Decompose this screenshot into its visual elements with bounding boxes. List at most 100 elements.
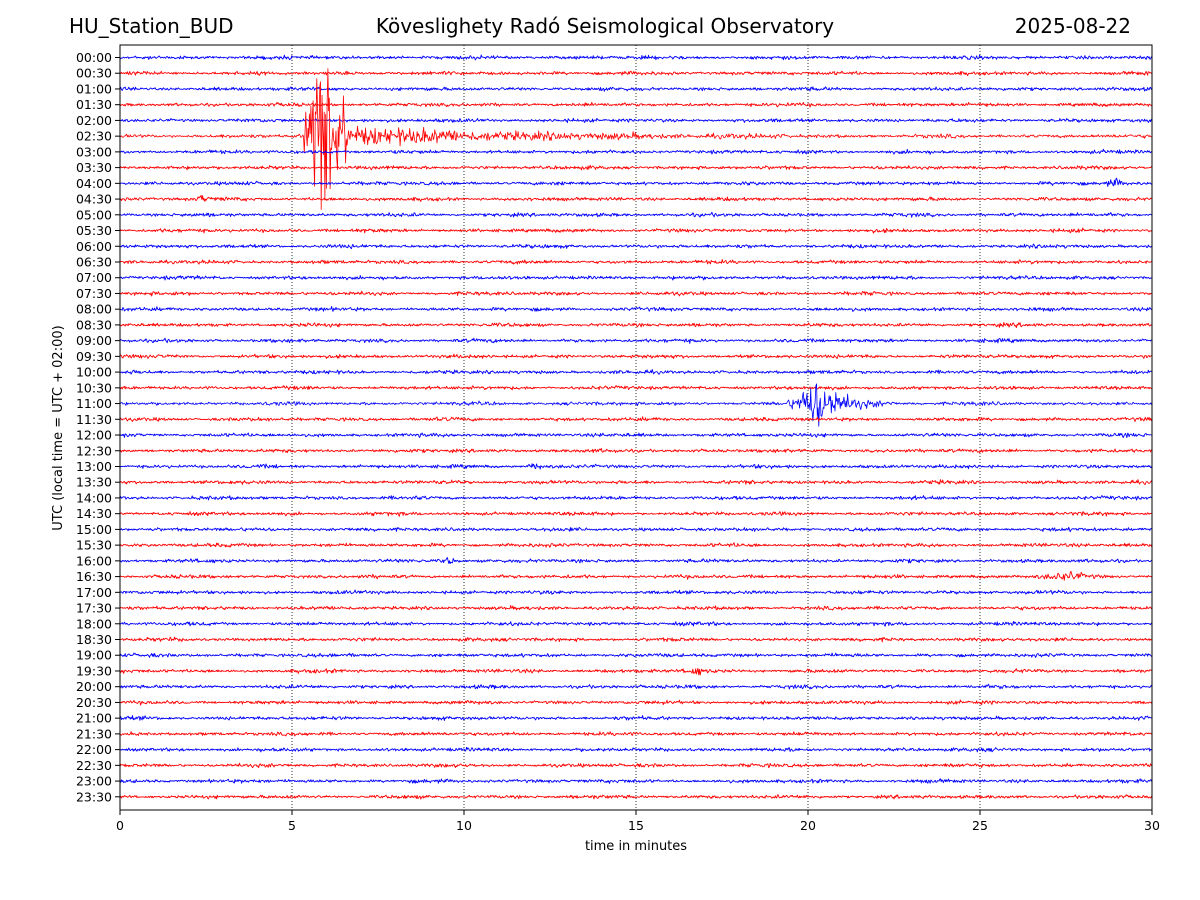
trace-row-0800 (119, 306, 1152, 312)
x-axis-label: time in minutes (585, 839, 687, 854)
y-tick-label: 19:00 (76, 648, 112, 663)
y-tick-label: 06:00 (76, 239, 112, 254)
trace-row-0100 (119, 86, 1152, 92)
y-tick-label: 14:00 (76, 490, 112, 505)
y-tick-label: 07:00 (76, 270, 112, 285)
y-tick-label: 21:30 (76, 726, 112, 741)
trace-row-1630 (119, 570, 1153, 581)
y-tick-label: 22:00 (76, 742, 112, 757)
trace-row-0700 (119, 274, 1153, 281)
trace-row-0300 (119, 148, 1153, 155)
trace-row-2100 (119, 715, 1153, 721)
trace-row-2130 (119, 731, 1153, 737)
y-tick-label: 02:30 (76, 129, 112, 144)
x-axis: 0 5 10 15 20 25 30 (116, 810, 1160, 833)
trace-row-1200 (119, 432, 1153, 439)
y-tick-label: 12:00 (76, 428, 112, 443)
y-tick-label: 18:30 (76, 632, 112, 647)
trace-row-2200 (119, 746, 1153, 753)
y-tick-label: 16:00 (76, 553, 112, 568)
trace-row-1800 (119, 621, 1153, 627)
date-label: 2025-08-22 (1014, 14, 1131, 38)
trace-row-0130 (119, 101, 1153, 108)
trace-row-2330 (119, 794, 1153, 800)
x-tick-label: 25 (972, 818, 988, 833)
x-tick-label: 20 (800, 818, 816, 833)
y-tick-label: 14:30 (76, 506, 112, 521)
x-tick-label: 5 (288, 818, 296, 833)
trace-row-2230 (119, 762, 1153, 769)
y-tick-label: 02:00 (76, 113, 112, 128)
trace-row-0730 (119, 290, 1153, 297)
trace-row-0400 (119, 177, 1153, 187)
y-tick-label: 20:00 (76, 679, 112, 694)
trace-row-2030 (119, 699, 1153, 706)
y-axis-label: UTC (local time = UTC + 02:00) (51, 325, 66, 530)
trace-row-1300 (119, 463, 1153, 470)
x-tick-label: 15 (628, 818, 644, 833)
x-tick-label: 30 (1144, 818, 1160, 833)
y-tick-label: 08:00 (76, 302, 112, 317)
y-tick-label: 04:00 (76, 176, 112, 191)
y-tick-label: 23:00 (76, 774, 112, 789)
chart-title: Köveslighety Radó Seismological Observat… (375, 14, 835, 38)
trace-row-0230 (119, 68, 1153, 210)
y-tick-label: 01:30 (76, 97, 112, 112)
y-tick-label: 01:00 (76, 81, 112, 96)
trace-row-1130 (119, 416, 1153, 422)
trace-row-0930 (119, 353, 1153, 359)
trace-row-1430 (119, 511, 1153, 517)
y-tick-label: 08:30 (76, 317, 112, 332)
y-tick-label: 18:00 (76, 616, 112, 631)
y-tick-label: 00:00 (76, 50, 112, 65)
y-tick-label: 10:00 (76, 365, 112, 380)
y-tick-label: 12:30 (76, 443, 112, 458)
y-tick-label: 04:30 (76, 192, 112, 207)
y-tick-label: 15:30 (76, 538, 112, 553)
trace-row-1030 (119, 385, 1153, 391)
trace-row-0630 (119, 259, 1153, 265)
y-tick-label: 09:00 (76, 333, 112, 348)
y-tick-label: 20:30 (76, 695, 112, 710)
trace-row-0330 (119, 164, 1153, 171)
y-tick-label: 07:30 (76, 286, 112, 301)
trace-row-1000 (119, 369, 1153, 375)
trace-row-0900 (119, 337, 1153, 344)
y-tick-label: 11:00 (76, 396, 112, 411)
traces (119, 54, 1153, 800)
x-tick-label: 0 (116, 818, 124, 833)
y-tick-label: 17:30 (76, 601, 112, 616)
trace-row-0600 (119, 243, 1153, 250)
station-name: HU_Station_BUD (69, 14, 234, 38)
trace-row-2300 (119, 778, 1153, 784)
y-tick-label: 17:00 (76, 585, 112, 600)
y-tick-label: 03:30 (76, 160, 112, 175)
trace-row-1530 (119, 542, 1153, 548)
y-tick-label: 13:30 (76, 475, 112, 490)
trace-row-1700 (119, 589, 1153, 595)
trace-row-0200 (119, 117, 1153, 124)
y-tick-label: 05:30 (76, 223, 112, 238)
trace-row-0030 (119, 70, 1153, 77)
y-tick-label: 10:30 (76, 380, 112, 395)
trace-row-0830 (119, 321, 1153, 329)
trace-row-1600 (119, 557, 1153, 565)
y-tick-label: 21:00 (76, 711, 112, 726)
trace-row-2000 (119, 683, 1153, 690)
y-tick-label: 23:30 (76, 789, 112, 804)
y-tick-label: 15:00 (76, 522, 112, 537)
y-tick-label: 13:00 (76, 459, 112, 474)
trace-row-1330 (119, 479, 1153, 485)
trace-row-0500 (119, 211, 1153, 218)
y-tick-label: 16:30 (76, 569, 112, 584)
trace-row-1230 (119, 448, 1153, 454)
trace-row-1400 (119, 495, 1153, 501)
y-tick-label: 11:30 (76, 412, 112, 427)
y-tick-label: 22:30 (76, 758, 112, 773)
trace-row-1100 (119, 383, 1153, 427)
trace-row-0000 (119, 54, 1153, 61)
grid-lines (291, 45, 981, 810)
y-tick-label: 19:30 (76, 663, 112, 678)
x-tick-label: 10 (456, 818, 472, 833)
y-tick-label: 09:30 (76, 349, 112, 364)
